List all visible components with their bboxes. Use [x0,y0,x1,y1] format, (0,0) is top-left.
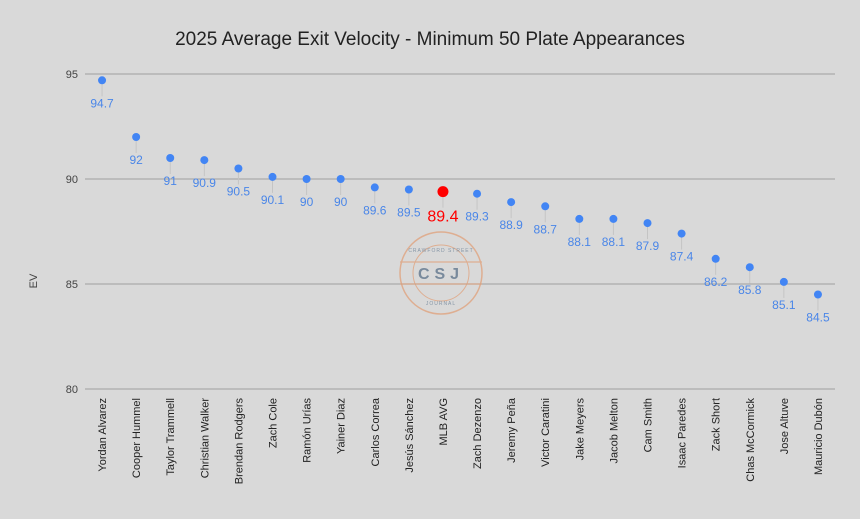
x-tick-label: Yainer Diaz [336,398,348,454]
x-tick-label: Cooper Hummel [131,398,143,478]
data-label: 88.7 [534,222,558,236]
data-point [813,290,822,299]
x-tick-label: Zach Cole [268,398,280,448]
x-tick-label: Zach Dezenzo [472,398,484,469]
x-tick-label: Jesús Sánchez [404,398,416,473]
y-tick-label: 85 [66,279,78,291]
data-point [268,172,277,181]
x-tick-label: Ramón Urías [302,398,314,463]
y-tick-label: 90 [66,174,78,186]
data-label: 91 [164,174,178,188]
data-label: 88.9 [499,218,523,232]
data-label: 89.3 [465,210,489,224]
data-label: 90.9 [193,176,217,190]
data-label: 90.5 [227,185,251,199]
data-label: 87.4 [670,250,694,264]
y-tick-label: 95 [66,69,78,81]
data-label: 90 [334,195,348,209]
y-tick-label: 80 [66,384,78,396]
x-tick-label: Chas McCormick [745,398,757,482]
x-tick-label: Cam Smith [643,398,655,452]
data-point [336,175,345,183]
data-label: 89.5 [397,206,421,220]
watermark-bottom: JOURNAL [426,301,456,307]
data-label: 85.8 [738,283,762,297]
data-label: 89.4 [427,209,458,226]
data-point [473,189,482,198]
data-point [132,133,141,141]
data-label: 87.9 [636,239,660,253]
data-point [541,202,550,211]
data-point [575,214,584,223]
data-point [98,76,107,85]
data-point [166,154,175,162]
csj-watermark: CRAWFORD STREET CSJ JOURNAL [399,231,483,315]
data-label: 88.1 [568,235,592,249]
watermark-center: CSJ [418,266,464,283]
data-point [302,175,311,183]
x-tick-label: Brendan Rodgers [233,398,245,485]
data-label: 88.1 [602,235,626,249]
x-tick-label: Zack Short [711,398,723,451]
data-point [779,277,788,286]
x-tick-label: MLB AVG [438,398,450,445]
data-label: 84.5 [806,311,830,325]
mlb-avg-point [437,186,449,198]
data-point [677,229,686,238]
x-tick-label: Jake Meyers [574,398,586,461]
chart-title: 2025 Average Exit Velocity - Minimum 50 … [175,29,685,50]
data-point [711,254,720,263]
data-label: 90.1 [261,193,285,207]
data-point [643,219,652,228]
data-point [609,214,618,223]
data-point [200,156,209,165]
x-tick-label: Taylor Trammell [165,398,177,476]
x-tick-label: Yordan Alvarez [97,398,109,472]
x-tick-label: Jose Altuve [779,398,791,454]
data-label: 94.7 [90,96,114,110]
data-point [507,198,516,207]
x-tick-label: Mauricio Dubón [813,398,825,475]
x-tick-label: Jeremy Peña [506,397,518,463]
data-point [234,164,243,173]
x-tick-label: Isaac Paredes [677,398,689,469]
data-point [370,183,379,192]
data-point [404,185,413,194]
data-label: 90 [300,195,314,209]
data-label: 86.2 [704,275,728,289]
y-axis-label: EV [28,273,40,288]
x-tick-label: Carlos Correa [370,397,382,466]
data-label: 85.1 [772,298,796,312]
watermark-top: CRAWFORD STREET [408,248,473,254]
data-label: 89.6 [363,203,387,217]
x-tick-label: Victor Caratini [540,398,552,467]
x-tick-label: Jacob Melton [608,398,620,463]
data-label: 92 [129,153,143,167]
x-tick-label: Christian Walker [199,398,211,479]
data-point [745,263,754,272]
